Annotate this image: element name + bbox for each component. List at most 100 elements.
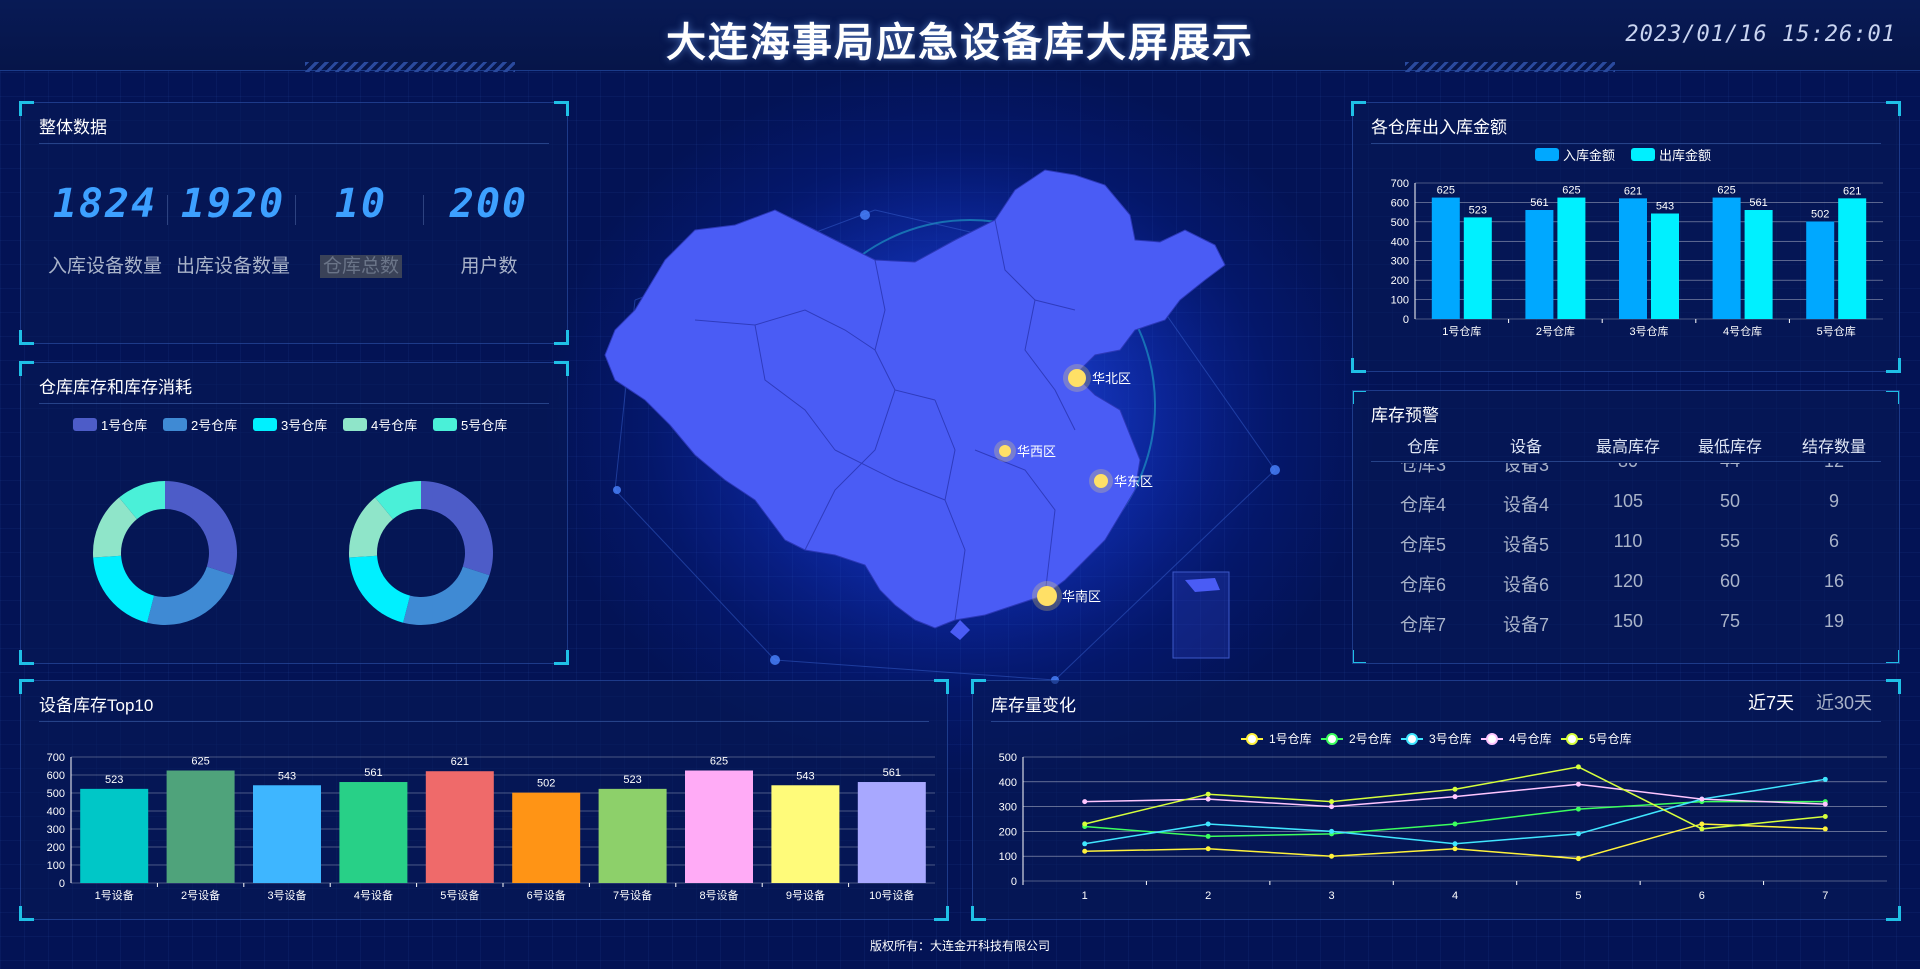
- y-tick-label: 100: [47, 860, 65, 872]
- svg-text:华南区: 华南区: [1062, 589, 1101, 604]
- data-point: [1822, 826, 1828, 832]
- footer-copyright: 版权所有：大连金开科技有限公司: [869, 939, 1050, 953]
- stat-value-warehouses: 10: [334, 181, 388, 227]
- x-tick-label: 9号设备: [786, 888, 825, 902]
- bar-value-label: 625: [1717, 185, 1735, 197]
- donut-slice: [349, 555, 411, 623]
- donut-slice: [93, 497, 137, 558]
- legend-item[interactable]: 2号仓库: [163, 415, 237, 434]
- tab-30days[interactable]: 近30天: [1816, 693, 1873, 713]
- panel-title: 整体数据: [39, 118, 107, 137]
- table-header: 最高库存: [1595, 439, 1660, 456]
- bar: [1806, 221, 1835, 319]
- x-tick-label: 5号仓库: [1817, 324, 1856, 338]
- y-tick-label: 300: [1391, 256, 1409, 268]
- data-point: [1205, 833, 1211, 839]
- header-decoration-left: [305, 62, 515, 72]
- tab-7days[interactable]: 近7天: [1748, 693, 1795, 713]
- data-point: [1699, 796, 1705, 802]
- y-tick-label: 0: [59, 878, 65, 890]
- legend-swatch: [253, 418, 277, 431]
- data-point: [1575, 856, 1581, 862]
- amount-bar-chart: 0 100 200 300 400 500 600 700 625 523 1号仓库 561 625 2号…: [1391, 178, 1883, 338]
- stat-value-outbound: 1920: [180, 181, 286, 227]
- table-row: 仓库6 设备6 120 60 16: [1399, 571, 1845, 595]
- x-tick-label: 8号设备: [699, 888, 738, 902]
- bar: [771, 785, 840, 883]
- donut-chart-consumption: [349, 481, 493, 625]
- legend-label: 2号仓库: [1349, 731, 1392, 746]
- y-tick-label: 200: [47, 842, 65, 854]
- x-tick-label: 6号设备: [527, 888, 566, 902]
- bar: [1463, 217, 1492, 319]
- x-tick-label: 6: [1699, 890, 1705, 902]
- bar: [685, 770, 753, 883]
- donut-slice: [93, 555, 155, 623]
- stat-value-users: 200: [449, 181, 529, 227]
- y-tick-label: 100: [1391, 295, 1409, 307]
- panel-title: 设备库存Top10: [39, 696, 154, 715]
- legend-item[interactable]: 3号仓库: [253, 415, 327, 434]
- legend-item[interactable]: 1号仓库: [73, 415, 147, 434]
- y-tick-label: 700: [1391, 178, 1409, 190]
- bar: [425, 771, 494, 883]
- data-point: [1575, 781, 1581, 787]
- donut-chart-stock: [93, 481, 237, 625]
- y-tick-label: 600: [47, 770, 65, 782]
- legend-item[interactable]: 4号仓库: [343, 415, 417, 434]
- data-point: [1699, 821, 1705, 827]
- x-tick-label: 3号仓库: [1629, 324, 1668, 338]
- page-title: 大连海事局应急设备库大屏展示: [666, 21, 1254, 65]
- map-marker-huaxi[interactable]: 华西区: [994, 440, 1056, 462]
- donut-slice: [421, 481, 493, 576]
- legend-label: 5号仓库: [1589, 731, 1632, 746]
- data-point: [1452, 794, 1458, 800]
- stat-label-users: 用户数: [460, 256, 518, 277]
- legend-swatch: [73, 418, 97, 431]
- x-tick-label: 5号设备: [440, 888, 479, 902]
- warning-table-body: 仓库3 设备3 80 44 12 仓库4 设备4 105 50 9 仓库5 设备…: [1353, 463, 1899, 663]
- map-marker-huanan[interactable]: 华南区: [1032, 581, 1101, 611]
- china-mainland: [604, 169, 1226, 629]
- x-tick-label: 4号仓库: [1723, 324, 1762, 338]
- bar-value-label: 561: [1530, 197, 1548, 209]
- data-point: [1452, 846, 1458, 852]
- x-tick-label: 4: [1452, 890, 1458, 902]
- map-marker-huabei[interactable]: 华北区: [1063, 364, 1131, 392]
- top10-bar-chart: 0 100 200 300 400 500 600 700 523 1号设备 625 2号设备 543 3…: [47, 752, 935, 902]
- y-tick-label: 300: [999, 802, 1017, 814]
- y-tick-label: 400: [999, 777, 1017, 789]
- table-header: 仓库: [1406, 439, 1439, 456]
- data-point: [1082, 848, 1088, 854]
- x-tick-label: 2号仓库: [1536, 324, 1575, 338]
- bar-value-label: 625: [1437, 185, 1455, 197]
- x-tick-label: 7: [1822, 890, 1828, 902]
- bar-value-label: 561: [1749, 197, 1767, 209]
- data-point: [1082, 841, 1088, 847]
- x-tick-label: 1号仓库: [1442, 324, 1481, 338]
- bar: [512, 792, 581, 883]
- bar: [339, 782, 408, 883]
- data-point: [1452, 841, 1458, 847]
- bar-value-label: 502: [537, 778, 555, 790]
- header-decoration-right: [1405, 62, 1615, 72]
- panel-title: 仓库库存和库存消耗: [39, 378, 192, 397]
- data-point: [1822, 814, 1828, 820]
- stock-trend-panel: 库存量变化 近7天 近30天 1号仓库 2号仓库 3号仓库 4号仓库 5号仓库 0 100 2…: [971, 679, 1901, 921]
- table-row: 仓库5 设备5 110 55 6: [1399, 531, 1839, 555]
- x-tick-label: 4号设备: [354, 888, 393, 902]
- donut-slice: [349, 497, 393, 558]
- legend-marker: [1246, 733, 1258, 745]
- legend-item[interactable]: 出库金额: [1631, 145, 1711, 164]
- x-tick-label: 7号设备: [613, 888, 652, 902]
- bar: [80, 788, 149, 883]
- x-tick-label: 3: [1329, 890, 1335, 902]
- bar: [253, 785, 321, 883]
- map-marker-huadong[interactable]: 华东区: [1089, 469, 1153, 493]
- y-tick-label: 200: [1391, 275, 1409, 287]
- bar: [1838, 198, 1867, 319]
- legend-item[interactable]: 5号仓库: [433, 415, 507, 434]
- legend-item[interactable]: 入库金额: [1535, 145, 1615, 164]
- south-china-sea-inset: [1172, 571, 1230, 659]
- bar-value-label: 621: [1624, 185, 1642, 197]
